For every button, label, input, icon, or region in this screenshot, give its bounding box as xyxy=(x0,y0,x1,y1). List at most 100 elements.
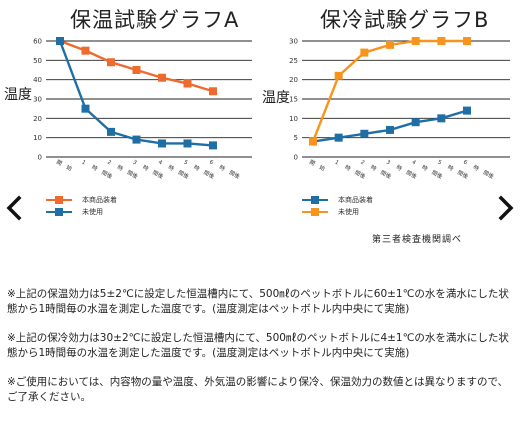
data-point xyxy=(463,37,471,45)
x-tick-part: 間後 xyxy=(379,168,393,180)
y-tick-label: 15 xyxy=(289,96,298,104)
next-button[interactable] xyxy=(496,195,516,221)
chart-b-legend: 本商品装着 未使用 xyxy=(302,194,373,218)
x-tick-part: 1 xyxy=(334,159,340,166)
x-tick-part: 2 xyxy=(359,159,365,166)
x-tick-part: 時 xyxy=(116,163,125,173)
x-tick-part: 3 xyxy=(385,159,391,166)
x-tick-part: 開 xyxy=(55,159,64,168)
x-tick-part: 6 xyxy=(462,159,468,166)
y-tick-label: 20 xyxy=(33,115,42,123)
chart-b-ylabel: 温度 xyxy=(262,90,290,106)
data-point xyxy=(334,71,343,80)
x-tick-part: 時 xyxy=(472,163,481,173)
data-point xyxy=(183,139,192,148)
legend-item: 本商品装着 xyxy=(46,194,117,206)
y-tick-label: 20 xyxy=(289,76,298,84)
chevron-left-icon xyxy=(6,195,22,221)
y-tick-label: 40 xyxy=(33,76,42,84)
data-point xyxy=(437,37,446,45)
x-tick-part: 4 xyxy=(157,159,163,166)
x-tick-part: 時 xyxy=(369,163,378,173)
x-tick-part: 時 xyxy=(218,163,227,173)
data-point xyxy=(386,40,394,49)
notes: ※上記の保温効力は5±2℃に設定した恒温槽内にて、500㎖のペットボトルに60±… xyxy=(7,287,517,419)
x-tick-part: 1 xyxy=(81,159,87,166)
data-point xyxy=(360,48,369,57)
data-point xyxy=(107,58,115,67)
legend-swatch xyxy=(46,208,72,216)
y-tick-label: 0 xyxy=(38,154,42,162)
x-tick-part: 5 xyxy=(436,159,442,166)
chart-a-legend: 本商品装着 未使用 xyxy=(46,194,117,218)
x-tick-part: 5 xyxy=(183,159,189,166)
chart-b-title: 保冷試験グラフB xyxy=(320,8,490,32)
x-tick-part: 3 xyxy=(132,159,138,166)
y-tick-label: 50 xyxy=(33,57,42,65)
data-point xyxy=(56,37,64,45)
y-tick-label: 30 xyxy=(33,96,42,104)
x-tick-part: 開 xyxy=(308,159,317,168)
x-tick-part: 間後 xyxy=(405,168,419,180)
y-tick-label: 5 xyxy=(294,134,298,142)
data-point xyxy=(209,141,217,150)
x-tick-label: 開始 xyxy=(55,159,74,173)
chart-a-ylabel: 温度 xyxy=(4,87,32,103)
legend-label: 本商品装着 xyxy=(338,196,373,204)
y-tick-label: 0 xyxy=(294,154,298,162)
x-tick-part: 時 xyxy=(446,163,455,173)
data-point xyxy=(437,114,446,123)
x-tick-part: 間後 xyxy=(431,168,445,180)
y-tick-label: 10 xyxy=(33,134,42,142)
x-tick-label: 開始 xyxy=(308,159,327,173)
data-point xyxy=(81,46,90,55)
x-tick-part: 始 xyxy=(318,163,327,173)
legend-item: 本商品装着 xyxy=(302,194,373,206)
x-tick-part: 時 xyxy=(141,163,150,173)
data-point xyxy=(411,118,420,127)
chevron-right-icon xyxy=(498,195,514,221)
x-tick-part: 間後 xyxy=(482,168,496,180)
legend-label: 未使用 xyxy=(82,208,103,216)
data-point xyxy=(183,79,192,88)
x-tick-part: 4 xyxy=(411,159,417,166)
prev-button[interactable] xyxy=(4,195,24,221)
x-tick-part: 時 xyxy=(90,163,99,173)
y-tick-label: 60 xyxy=(33,38,42,46)
data-point xyxy=(386,125,394,134)
x-tick-part: 時 xyxy=(421,163,430,173)
legend-item: 未使用 xyxy=(302,206,373,218)
x-tick-part: 時 xyxy=(344,163,353,173)
x-tick-part: 間後 xyxy=(354,168,368,180)
note-item: ※上記の保温効力は5±2℃に設定した恒温槽内にて、500㎖のペットボトルに60±… xyxy=(7,288,509,315)
x-tick-part: 時 xyxy=(167,163,176,173)
chart-a-title: 保温試験グラフA xyxy=(70,8,240,32)
x-tick-part: 6 xyxy=(208,159,214,166)
data-point xyxy=(334,133,343,142)
x-tick-part: 時 xyxy=(395,163,404,173)
data-point xyxy=(309,137,317,146)
y-tick-label: 30 xyxy=(289,38,298,46)
source-caption: 第三者検査機関調べ xyxy=(372,235,463,245)
x-tick-part: 間後 xyxy=(456,168,470,180)
legend-label: 未使用 xyxy=(338,208,359,216)
data-point xyxy=(132,66,141,74)
data-point xyxy=(158,139,166,148)
data-point xyxy=(463,106,471,115)
legend-label: 本商品装着 xyxy=(82,196,117,204)
x-tick-part: 始 xyxy=(65,163,74,173)
x-tick-part: 時 xyxy=(192,163,201,173)
legend-swatch xyxy=(46,196,72,204)
legend-swatch xyxy=(302,196,328,204)
legend-item: 未使用 xyxy=(46,206,117,218)
x-tick-part: 2 xyxy=(106,159,112,166)
data-point xyxy=(132,135,141,144)
data-point xyxy=(107,127,115,136)
data-point xyxy=(209,87,217,96)
legend-swatch xyxy=(302,208,328,216)
data-point xyxy=(81,104,90,113)
note-item: ※ご使用においては、内容物の量や温度、外気温の影響により保冷、保温効力の数値とは… xyxy=(7,376,509,403)
note-item: ※上記の保冷効力は30±2℃に設定した恒温槽内にて、500㎖のペットボトルに4±… xyxy=(7,332,509,359)
